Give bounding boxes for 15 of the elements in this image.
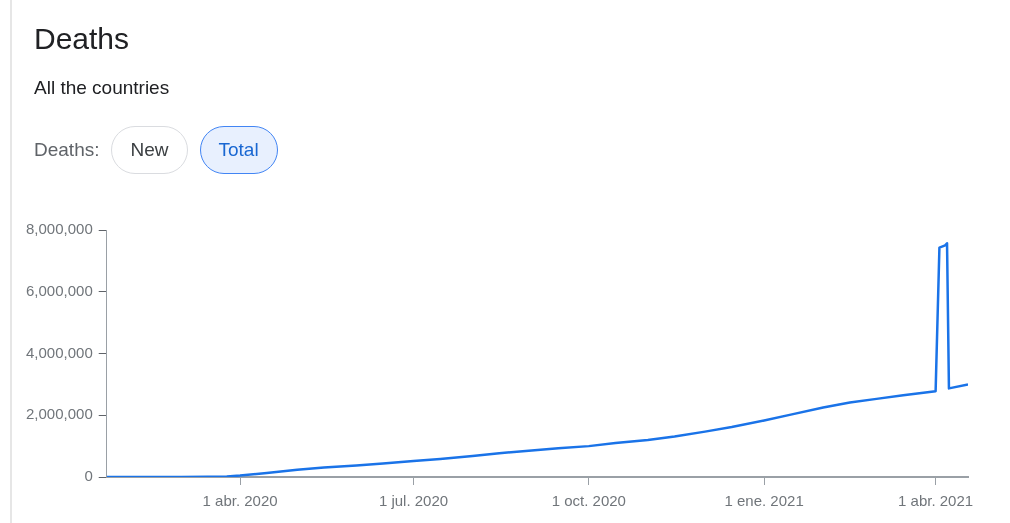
y-tick-label: 2,000,000: [26, 405, 93, 423]
y-tick-label: 0: [84, 467, 93, 485]
chart-title: Deaths: [34, 22, 130, 56]
x-tick-label: 1 abr. 2021: [898, 492, 974, 510]
text: Total: [199, 126, 278, 174]
x-tick-label: 1 oct. 2020: [551, 492, 626, 510]
text: New: [111, 126, 188, 174]
text: Deaths:: [34, 139, 100, 161]
x-tick-label: 1 abr. 2020: [202, 492, 278, 510]
y-tick-label: 4,000,000: [26, 343, 93, 361]
y-tick-label: 6,000,000: [26, 281, 93, 299]
x-tick-label: 1 jul. 2020: [378, 492, 449, 510]
y-tick-label: 8,000,000: [26, 220, 93, 238]
x-tick-label: 1 ene. 2021: [724, 492, 804, 510]
chart-subtitle: All the countries: [34, 77, 170, 99]
